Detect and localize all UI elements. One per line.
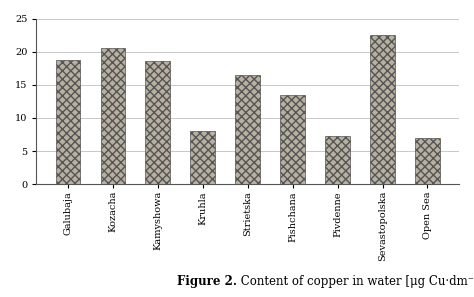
Bar (415, 138, 440, 184)
Text: Figure 2.: Figure 2. (177, 275, 237, 288)
Bar (236, 75, 260, 184)
Bar (146, 61, 170, 184)
Bar (370, 35, 395, 184)
Bar (191, 131, 215, 184)
Text: Content of copper in water [μg Cu·dm⁻³]: Content of copper in water [μg Cu·dm⁻³] (237, 275, 474, 288)
Bar (325, 136, 350, 184)
Bar (55, 60, 80, 184)
Bar (100, 48, 125, 184)
Bar (280, 95, 305, 184)
